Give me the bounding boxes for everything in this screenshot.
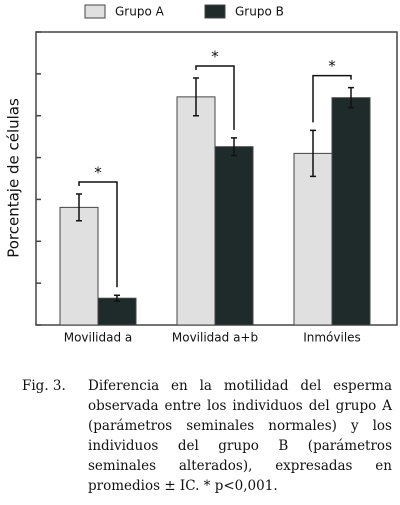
error-bar <box>348 86 354 109</box>
caption-text: Diferencia en la motilidad del esperma o… <box>88 378 392 494</box>
bar <box>97 297 137 326</box>
error-bar <box>76 193 82 222</box>
legend-swatch <box>204 4 226 19</box>
legend-label: Grupo A <box>115 5 165 19</box>
significance-star: * <box>94 163 102 181</box>
bar <box>331 97 371 326</box>
legend-label: Grupo B <box>235 5 284 19</box>
bar <box>214 146 254 326</box>
bar <box>293 152 333 326</box>
bar <box>59 206 99 326</box>
significance-star: * <box>328 57 336 75</box>
legend-swatch <box>84 4 106 19</box>
x-tick-label: Movilidad a+b <box>172 331 258 345</box>
x-tick-label: Movilidad a <box>64 331 133 345</box>
error-bar <box>310 129 316 178</box>
error-bar <box>231 137 237 157</box>
error-bar <box>114 294 120 302</box>
y-axis-label: Porcentaje de células <box>5 98 23 258</box>
error-bar <box>193 77 199 117</box>
caption-label: Fig. 3. <box>22 378 66 394</box>
significance-bracket <box>312 74 352 123</box>
x-tick-label: Inmóviles <box>303 331 361 345</box>
chart: Porcentaje de células Grupo A Grupo B Movi… <box>5 4 398 345</box>
significance-bracket <box>78 181 118 288</box>
significance-bracket <box>195 65 235 130</box>
bar <box>176 96 216 326</box>
caption: Fig. 3. Diferencia en la motilidad del e… <box>22 376 392 496</box>
significance-star: * <box>211 48 219 66</box>
